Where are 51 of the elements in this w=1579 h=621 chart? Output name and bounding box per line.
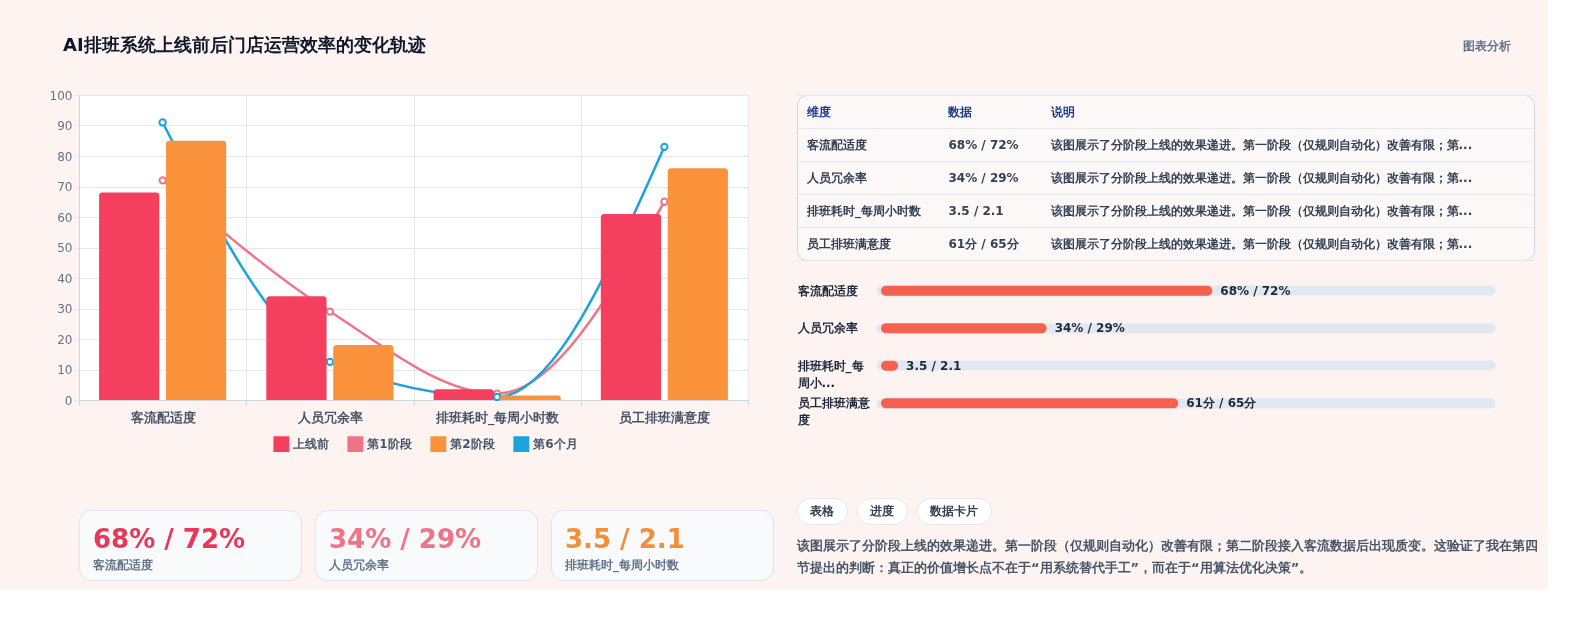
category-label: 进度 xyxy=(869,504,894,518)
y-tick-label: 100 xyxy=(49,88,73,103)
y-tick-label: 客流配适度 xyxy=(796,283,858,298)
text: 该图展示了分阶段上线的效果递进。第一阶段（仅规则自动化）改善有限；第... xyxy=(1050,170,1473,185)
data-label: 61分 / 65分 xyxy=(1186,396,1258,411)
y-tick-label: 80 xyxy=(57,149,73,164)
category-label: 说明 xyxy=(1049,104,1075,119)
category-label: 客流配适度 xyxy=(92,558,153,572)
x-tick-label: 排班耗时_每周小时数 xyxy=(434,409,561,426)
category-label: 维度 xyxy=(806,104,831,119)
text: 68% / 72% xyxy=(93,524,246,554)
data-label: 68% / 72% xyxy=(1220,283,1291,298)
legend-label: 上线前 xyxy=(292,437,330,452)
text: 该图展示了分阶段上线的效果递进。第一阶段（仅规则自动化）改善有限；第二阶段接入客流数据后出现质变。这验证了我在第四节提出的判断：真正的价值增长点不在于“用系统替代手工”，而在于“用算法优化决策”。 xyxy=(796,538,1538,575)
text: 34% / 29% xyxy=(948,170,1019,185)
text: 3.5 / 2.1 xyxy=(565,524,685,554)
y-tick-label: 0 xyxy=(64,393,73,408)
y-tick-label: 50 xyxy=(57,241,73,255)
x-tick-label: 客流配适度 xyxy=(129,409,196,425)
text: 68% / 72% xyxy=(948,137,1019,152)
text: 图表分析 xyxy=(1463,39,1511,53)
y-tick-label: 30 xyxy=(57,302,73,316)
y-tick-label: 90 xyxy=(57,119,73,133)
x-tick-label: 人员冗余率 xyxy=(296,409,363,425)
text: 该图展示了分阶段上线的效果递进。第一阶段（仅规则自动化）改善有限；第... xyxy=(1050,236,1473,251)
x-tick-label: 员工排班满意度 xyxy=(619,409,711,425)
category-label: 数据 xyxy=(947,104,973,119)
text: 该图展示了分阶段上线的效果递进。第一阶段（仅规则自动化）改善有限；第... xyxy=(1050,203,1473,218)
legend-label: 第6个月 xyxy=(532,437,578,452)
legend-label: 第1阶段 xyxy=(366,437,413,452)
category-label: 数据卡片 xyxy=(929,504,978,518)
y-tick-label: 人员冗余率 xyxy=(796,321,858,336)
chart-title: AI排班系统上线前后门店运营效率的变化轨迹 xyxy=(63,34,426,55)
y-tick-label: 排班耗时_每周小... xyxy=(796,358,864,390)
text: 3.5 / 2.1 xyxy=(948,203,1004,218)
category-label: 表格 xyxy=(809,504,835,518)
y-tick-label: 40 xyxy=(57,271,73,286)
data-label: 34% / 29% xyxy=(1054,321,1125,336)
text: 34% / 29% xyxy=(329,524,482,554)
text: 61分 / 65分 xyxy=(948,236,1019,251)
y-tick-label: 60 xyxy=(57,210,73,225)
category-label: 排班耗时_每周小时数 xyxy=(807,203,921,218)
text: 员工排班满意度 xyxy=(807,236,891,251)
category-label: 人员冗余率 xyxy=(328,558,389,572)
y-tick-label: 70 xyxy=(57,180,73,194)
y-tick-label: 20 xyxy=(57,332,73,347)
data-label: 3.5 / 2.1 xyxy=(906,358,962,373)
legend-label: 第2阶段 xyxy=(449,437,496,452)
text: 该图展示了分阶段上线的效果递进。第一阶段（仅规则自动化）改善有限；第... xyxy=(1050,137,1473,152)
y-tick-label: 10 xyxy=(57,363,73,377)
category-label: 排班耗时_每周小时数 xyxy=(564,558,680,573)
